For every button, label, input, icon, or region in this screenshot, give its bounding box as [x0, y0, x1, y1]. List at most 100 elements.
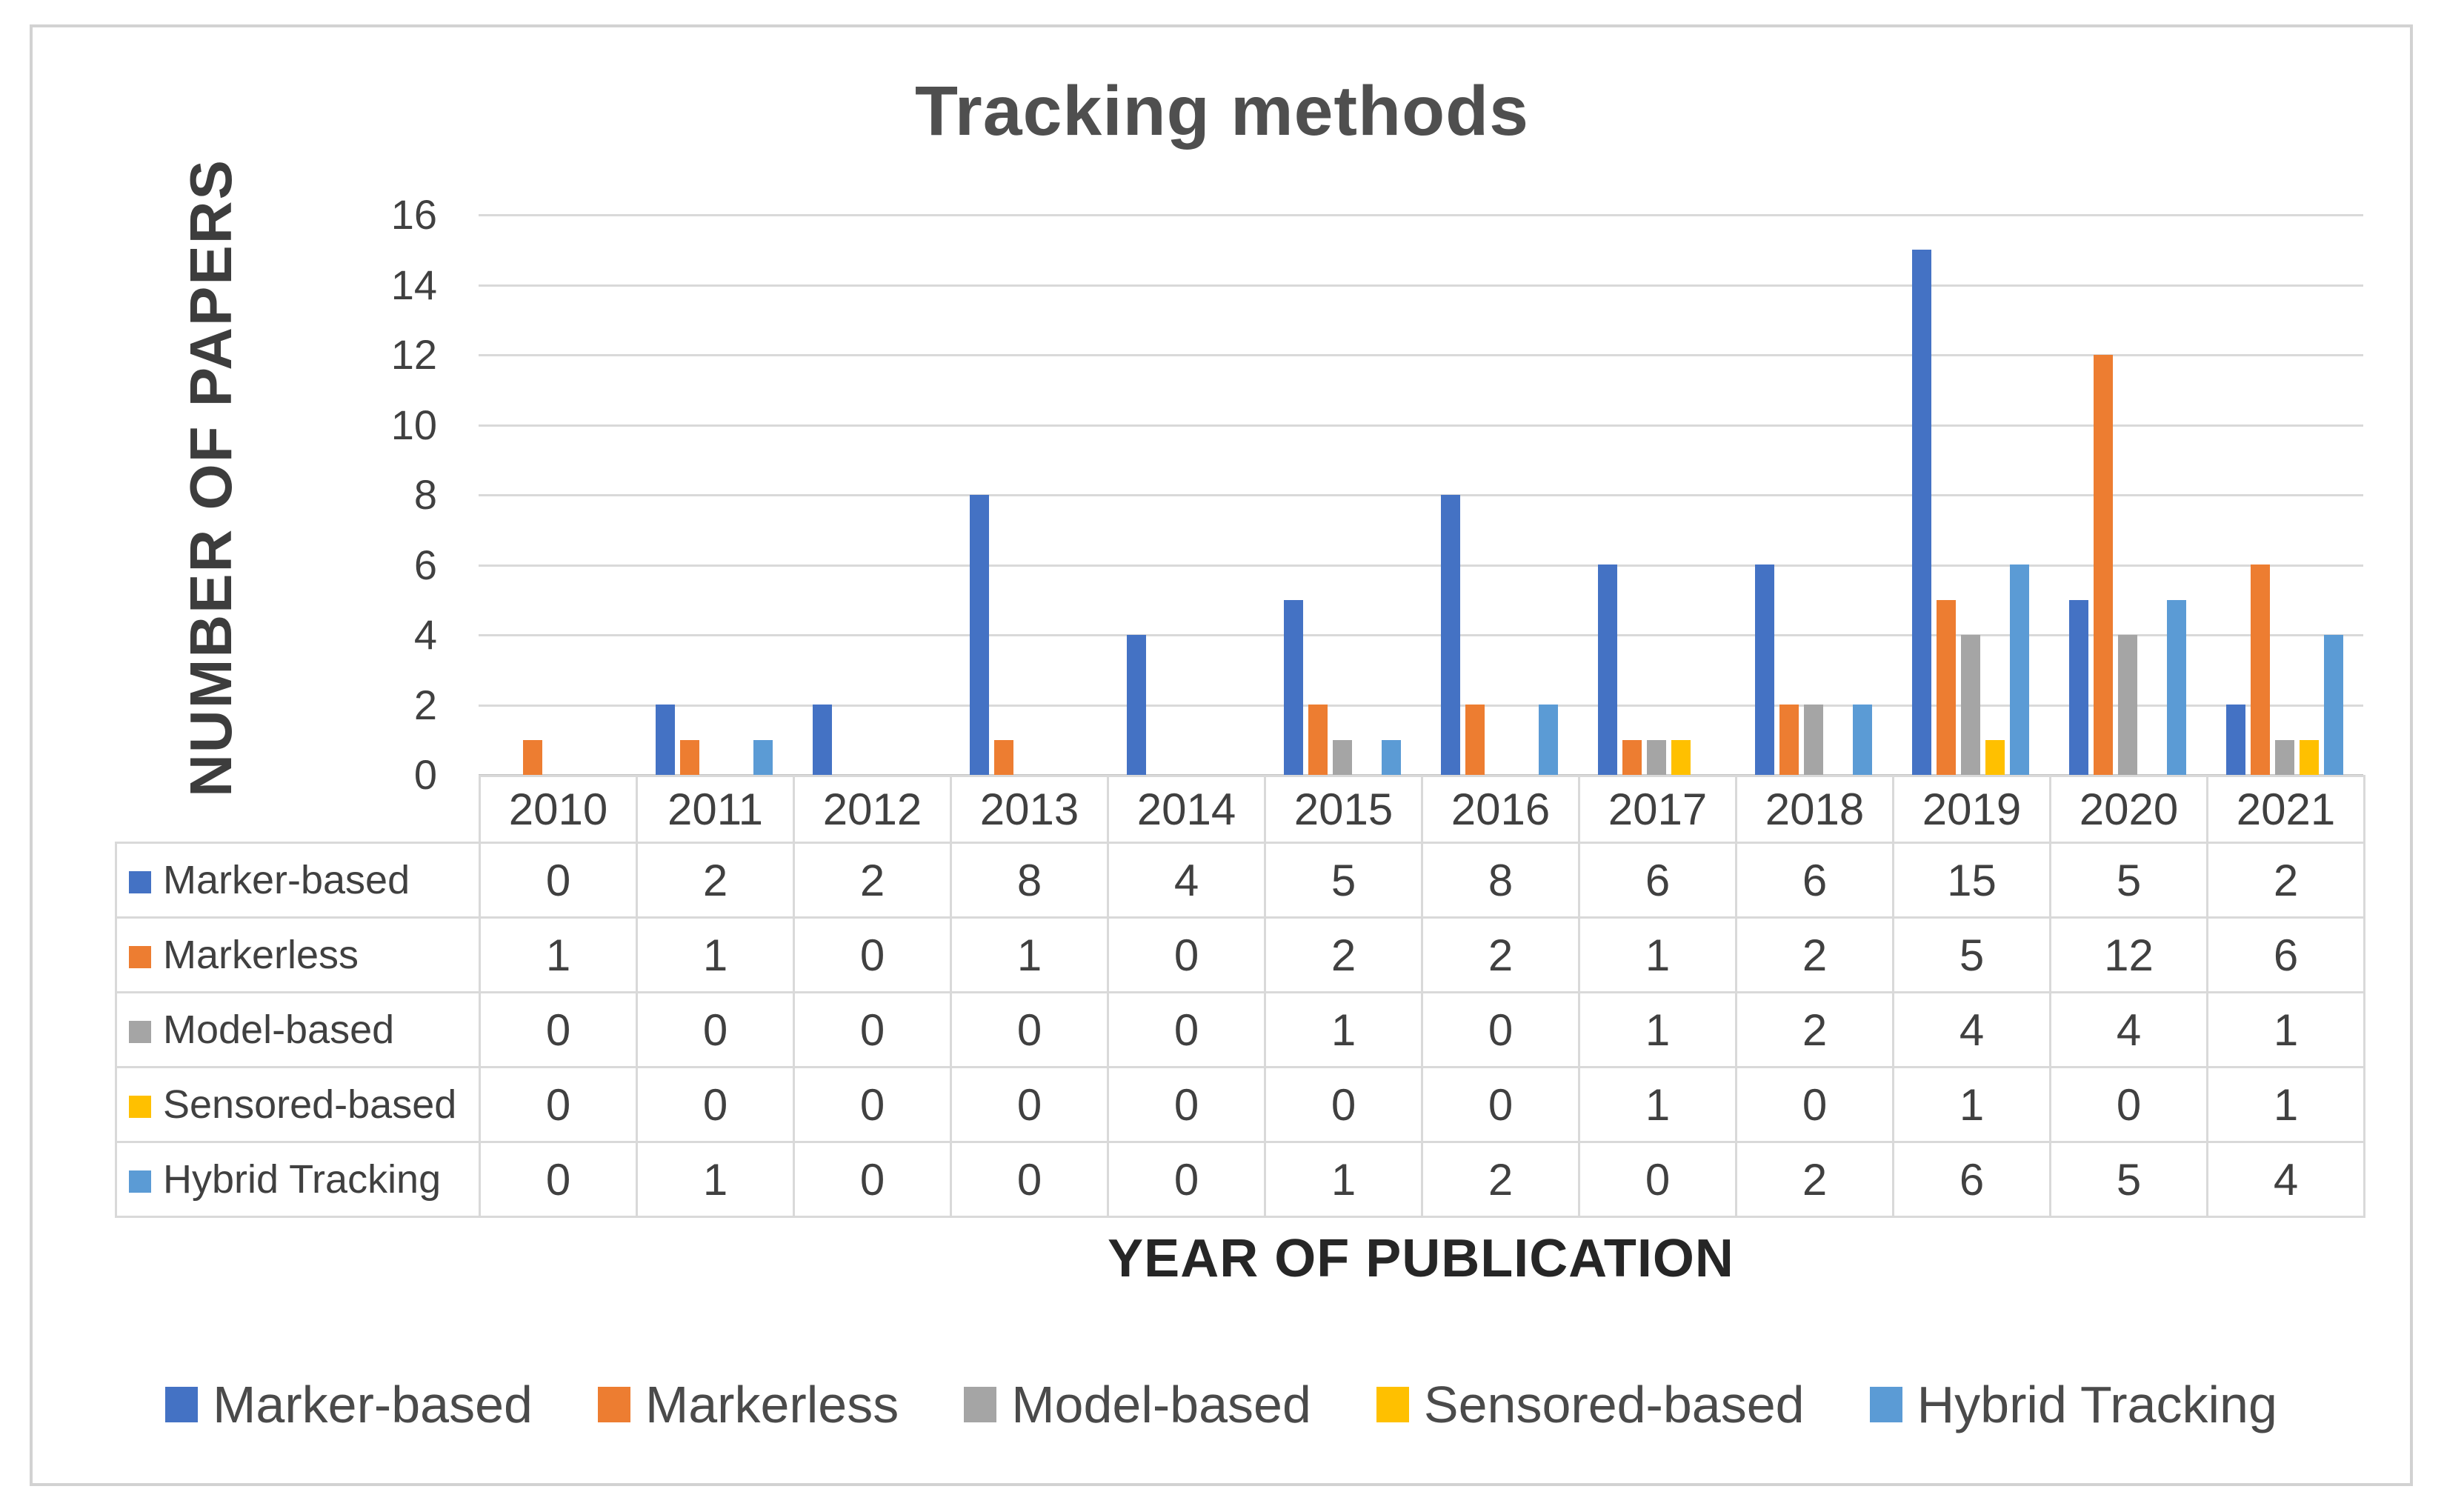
value-cell-model-based-2014: 0 — [1107, 991, 1266, 1068]
value-cell-marker-based-2010: 0 — [479, 842, 638, 919]
value-cell-hybrid-tracking-2016: 2 — [1421, 1141, 1580, 1218]
bar-group-2020 — [2049, 215, 2206, 775]
value-cell-hybrid-tracking-2011: 1 — [636, 1141, 795, 1218]
plot-area — [479, 214, 2363, 776]
series-header-cell-marker-based: Marker-based — [115, 842, 481, 919]
series-name-label: Hybrid Tracking — [163, 1157, 442, 1202]
value-cell-markerless-2018: 2 — [1735, 916, 1894, 993]
series-name-label: Model-based — [163, 1008, 395, 1052]
chart-title: Tracking methods — [915, 72, 1529, 150]
value-cell-markerless-2013: 1 — [950, 916, 1109, 993]
value-cell-marker-based-2011: 2 — [636, 842, 795, 919]
bar-model-based-2015 — [1333, 740, 1352, 775]
series-key-icon-sensored-based — [129, 1096, 151, 1118]
bar-hybrid-tracking-2020 — [2167, 600, 2186, 775]
bar-markerless-2017 — [1622, 740, 1642, 775]
legend-label: Markerless — [645, 1376, 899, 1433]
series-name-label: Sensored-based — [163, 1082, 457, 1127]
legend-item-marker-based: Marker-based — [165, 1375, 533, 1434]
bar-group-2013 — [950, 215, 1107, 775]
legend-key-icon-sensored-based — [1376, 1387, 1409, 1422]
year-header-cell-2018: 2018 — [1735, 775, 1894, 844]
value-cell-sensored-based-2012: 0 — [793, 1066, 952, 1143]
value-cell-sensored-based-2021: 1 — [2206, 1066, 2365, 1143]
bar-markerless-2011 — [680, 740, 699, 775]
y-tick-label-2: 2 — [413, 681, 437, 728]
value-cell-marker-based-2017: 6 — [1578, 842, 1737, 919]
bar-sensored-based-2017 — [1671, 740, 1691, 775]
value-cell-model-based-2021: 1 — [2206, 991, 2365, 1068]
table-row-sensored-based: Sensored-based 0 0 0 0 0 0 0 1 0 1 0 1 — [115, 1066, 2365, 1143]
series-key-icon-hybrid-tracking — [129, 1170, 151, 1193]
series-key-icon-markerless — [129, 946, 151, 968]
bar-markerless-2018 — [1779, 705, 1799, 775]
bar-markerless-2010 — [523, 740, 542, 775]
value-cell-hybrid-tracking-2018: 2 — [1735, 1141, 1894, 1218]
bar-model-based-2017 — [1647, 740, 1666, 775]
year-header-cell-2021: 2021 — [2206, 775, 2365, 844]
value-cell-marker-based-2016: 8 — [1421, 842, 1580, 919]
bar-group-2014 — [1107, 215, 1264, 775]
y-tick-label-0: 0 — [413, 751, 437, 798]
bar-markerless-2016 — [1465, 705, 1485, 775]
series-key-icon-marker-based — [129, 871, 151, 893]
value-cell-marker-based-2013: 8 — [950, 842, 1109, 919]
value-cell-marker-based-2012: 2 — [793, 842, 952, 919]
value-cell-hybrid-tracking-2015: 1 — [1264, 1141, 1423, 1218]
bar-group-2011 — [636, 215, 793, 775]
value-cell-hybrid-tracking-2019: 6 — [1892, 1141, 2051, 1218]
value-cell-hybrid-tracking-2012: 0 — [793, 1141, 952, 1218]
value-cell-sensored-based-2015: 0 — [1264, 1066, 1423, 1143]
value-cell-markerless-2011: 1 — [636, 916, 795, 993]
bar-model-based-2021 — [2275, 740, 2294, 775]
value-cell-markerless-2021: 6 — [2206, 916, 2365, 993]
table-corner-blank-cell — [116, 776, 480, 843]
series-name-label: Marker-based — [163, 858, 410, 902]
value-cell-model-based-2015: 1 — [1264, 991, 1423, 1068]
year-header-cell-2014: 2014 — [1107, 775, 1266, 844]
y-axis-title: NUMBER OF PAPERS — [178, 159, 244, 797]
table-row-marker-based: Marker-based 0 2 2 8 4 5 8 6 6 15 5 2 — [115, 842, 2365, 919]
bar-marker-based-2019 — [1912, 250, 1931, 775]
legend-key-icon-hybrid-tracking — [1869, 1387, 1902, 1422]
bar-marker-based-2017 — [1598, 564, 1617, 775]
legend-item-sensored-based: Sensored-based — [1376, 1375, 1805, 1434]
value-cell-hybrid-tracking-2017: 0 — [1578, 1141, 1737, 1218]
value-cell-markerless-2020: 12 — [2049, 916, 2208, 993]
year-header-cell-2013: 2013 — [950, 775, 1109, 844]
bar-markerless-2013 — [994, 740, 1013, 775]
series-header-cell-model-based: Model-based — [115, 991, 481, 1068]
bar-markerless-2015 — [1308, 705, 1328, 775]
bar-model-based-2019 — [1961, 635, 1980, 775]
value-cell-sensored-based-2016: 0 — [1421, 1066, 1580, 1143]
bar-marker-based-2020 — [2069, 600, 2088, 775]
gridline-y-14 — [479, 284, 2363, 287]
value-cell-hybrid-tracking-2021: 4 — [2206, 1141, 2365, 1218]
value-cell-marker-based-2014: 4 — [1107, 842, 1266, 919]
value-cell-model-based-2018: 2 — [1735, 991, 1894, 1068]
bar-markerless-2021 — [2251, 564, 2270, 775]
value-cell-model-based-2020: 4 — [2049, 991, 2208, 1068]
value-cell-model-based-2016: 0 — [1421, 991, 1580, 1068]
year-header-cell-2010: 2010 — [479, 775, 638, 844]
value-cell-marker-based-2019: 15 — [1892, 842, 2051, 919]
bar-group-2010 — [479, 215, 636, 775]
y-tick-label-6: 6 — [413, 541, 437, 588]
value-cell-model-based-2019: 4 — [1892, 991, 2051, 1068]
year-header-cell-2017: 2017 — [1578, 775, 1737, 844]
bar-group-2017 — [1578, 215, 1735, 775]
value-cell-markerless-2014: 0 — [1107, 916, 1266, 993]
year-header-cell-2020: 2020 — [2049, 775, 2208, 844]
legend-key-icon-markerless — [597, 1387, 630, 1422]
bar-sensored-based-2021 — [2300, 740, 2319, 775]
series-header-cell-markerless: Markerless — [115, 916, 481, 993]
bar-marker-based-2013 — [970, 495, 989, 775]
bar-hybrid-tracking-2015 — [1382, 740, 1401, 775]
year-header-cell-2016: 2016 — [1421, 775, 1580, 844]
bar-group-2018 — [1735, 215, 1892, 775]
bar-marker-based-2011 — [656, 705, 675, 775]
bar-marker-based-2012 — [813, 705, 832, 775]
value-cell-markerless-2010: 1 — [479, 916, 638, 993]
bar-model-based-2018 — [1804, 705, 1823, 775]
